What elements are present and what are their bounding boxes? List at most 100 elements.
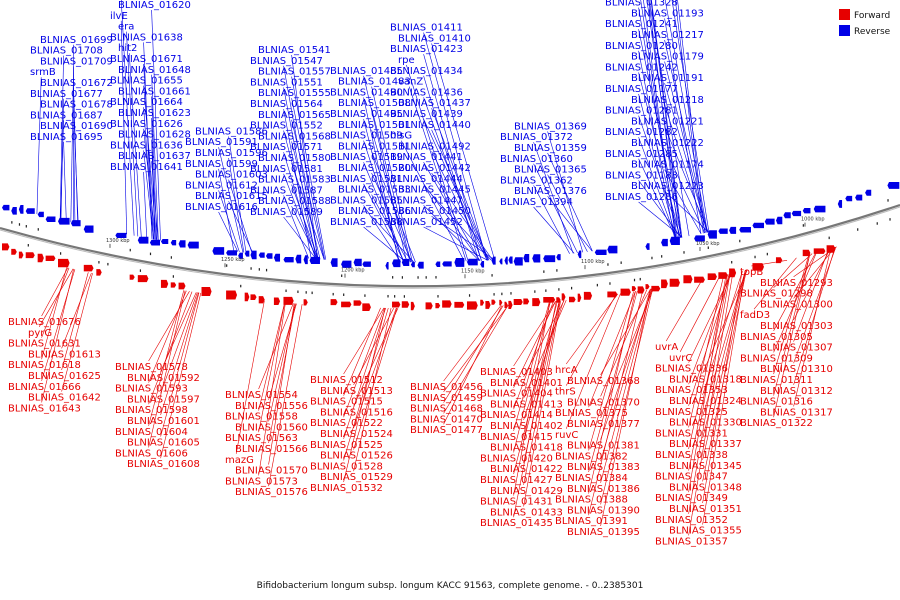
leader-line [533, 206, 575, 254]
leader-line [688, 273, 732, 406]
inner-ring-mark [265, 268, 268, 272]
forward-gene-arrow [25, 252, 35, 259]
forward-gene-label: BLNIAS_01310 [760, 364, 833, 375]
reverse-gene-label: BLNIAS_01571 [250, 142, 323, 153]
inner-ring-mark [240, 284, 242, 288]
leader-line [664, 104, 707, 233]
reverse-gene-label: BLNIAS_01285 [605, 149, 678, 160]
forward-gene-label: BLNIAS_01388 [555, 495, 628, 506]
reverse-gene-label: BLNIAS_01223 [631, 181, 704, 192]
forward-gene-arrow [532, 298, 541, 307]
reverse-gene-label: BLNIAS_01509 [330, 131, 403, 142]
forward-gene-arrow [244, 292, 250, 302]
forward-gene-arrow [45, 255, 56, 262]
leader-line [793, 248, 830, 342]
reverse-gene-label: BLNIAS_01641 [110, 162, 183, 173]
reverse-gene-label: BLNIAS_01423 [390, 44, 463, 55]
reverse-gene-arrow [137, 236, 149, 244]
scale-tick-label: 1150 kbp [461, 268, 485, 274]
leader-line [600, 288, 653, 505]
forward-gene-label: fadD3 [740, 310, 770, 321]
inner-ring-mark [285, 289, 287, 293]
forward-gene-label: BLNIAS_01625 [28, 371, 101, 382]
forward-gene-label: BLNIAS_01317 [760, 407, 833, 418]
inner-ring-mark [876, 222, 878, 225]
forward-gene-label: BLNIAS_01676 [8, 317, 81, 328]
inner-ring-mark [491, 274, 493, 277]
reverse-gene-label: BLNIAS_01444 [390, 174, 463, 185]
leader-line [513, 301, 556, 388]
leader-line [143, 63, 155, 240]
reverse-gene-arrow [729, 226, 737, 234]
reverse-gene-arrow [607, 245, 618, 254]
reverse-gene-arrow [845, 195, 853, 202]
reverse-gene-label: rpe [398, 55, 415, 66]
genome-backbone [0, 203, 900, 288]
reverse-gene-label: BLNIAS_01648 [118, 65, 191, 76]
leader-line [423, 118, 489, 261]
forward-gene-label: BLNIAS_01513 [320, 386, 393, 397]
forward-gene-label: BLNIAS_01351 [669, 504, 742, 515]
forward-gene-arrow [485, 301, 491, 309]
inner-ring-mark [311, 291, 313, 295]
leader-line [688, 274, 727, 493]
forward-gene-label: BLNIAS_01433 [490, 507, 563, 518]
inner-ring-mark [802, 224, 804, 227]
reverse-gene-arrow [499, 258, 503, 265]
leader-line [228, 157, 245, 253]
reverse-gene-arrow [385, 261, 389, 270]
leader-line [371, 108, 412, 263]
forward-gene-arrow [491, 299, 496, 305]
forward-gene-label: BLNIAS_01381 [567, 441, 640, 452]
leader-line [228, 136, 247, 253]
forward-gene-label: BLNIAS_01352 [655, 515, 728, 526]
reverse-gene-label: BLNIAS_01535 [330, 195, 403, 206]
leader-line [753, 257, 797, 310]
leader-line [160, 292, 197, 372]
leader-line [291, 54, 318, 260]
forward-gene-label: BLNIAS_01401 [490, 378, 563, 389]
reverse-gene-arrow [401, 258, 410, 266]
forward-gene-label: BLNIAS_01597 [127, 394, 200, 405]
leader-line [547, 131, 584, 253]
leader-line [160, 292, 198, 394]
reverse-gene-label: BLNIAS_01596 [195, 148, 268, 159]
reverse-gene-arrow [353, 258, 362, 267]
reverse-gene-label: BLNIAS_01328 [605, 0, 678, 9]
forward-gene-label: BLNIAS_01355 [669, 526, 742, 537]
leader-line [283, 216, 317, 260]
leader-line [353, 308, 398, 450]
inner-ring-mark [149, 252, 152, 256]
reverse-gene-label: BLNIAS_01638 [110, 32, 183, 43]
forward-gene-label: BLNIAS_01305 [740, 332, 813, 343]
reverse-gene-arrow [212, 247, 225, 255]
forward-gene-label: BLNIAS_01578 [115, 362, 188, 373]
reverse-gene-label: BLNIAS_01616 [185, 202, 258, 213]
reverse-gene-arrow [508, 256, 513, 264]
leader-line [638, 7, 678, 239]
reverse-labels: BLNIAS_01695BLNIAS_01690BLNIAS_01687BLNI… [30, 0, 704, 228]
inner-ring-mark [107, 262, 109, 266]
reverse-gene-arrow [309, 256, 320, 265]
forward-gene-arrow [826, 245, 836, 253]
reverse-gene-label: BLNIAS_01441 [390, 152, 463, 163]
inner-ring-mark [661, 255, 663, 258]
leader-line [363, 97, 400, 263]
reverse-gene-label: hisG [390, 131, 412, 142]
forward-gene-label: BLNIAS_01613 [28, 349, 101, 360]
reverse-gene-arrow [764, 218, 775, 225]
inner-ring-mark [394, 295, 396, 298]
reverse-gene-label: BLNIAS_01620 [118, 0, 191, 11]
leader-line [343, 307, 385, 418]
reverse-gene-label: BLNIAS_01655 [110, 76, 183, 87]
forward-gene-label: BLNIAS_01413 [490, 399, 563, 410]
reverse-gene-arrow [513, 257, 523, 266]
reverse-gene-label: era [118, 22, 134, 33]
leader-line [664, 18, 702, 234]
forward-gene-arrow [435, 303, 441, 309]
leader-line [353, 307, 395, 385]
reverse-gene-arrow [417, 261, 424, 269]
forward-gene-label: BLNIAS_01357 [655, 536, 728, 547]
leader-line [423, 54, 482, 261]
leader-line [443, 305, 504, 403]
